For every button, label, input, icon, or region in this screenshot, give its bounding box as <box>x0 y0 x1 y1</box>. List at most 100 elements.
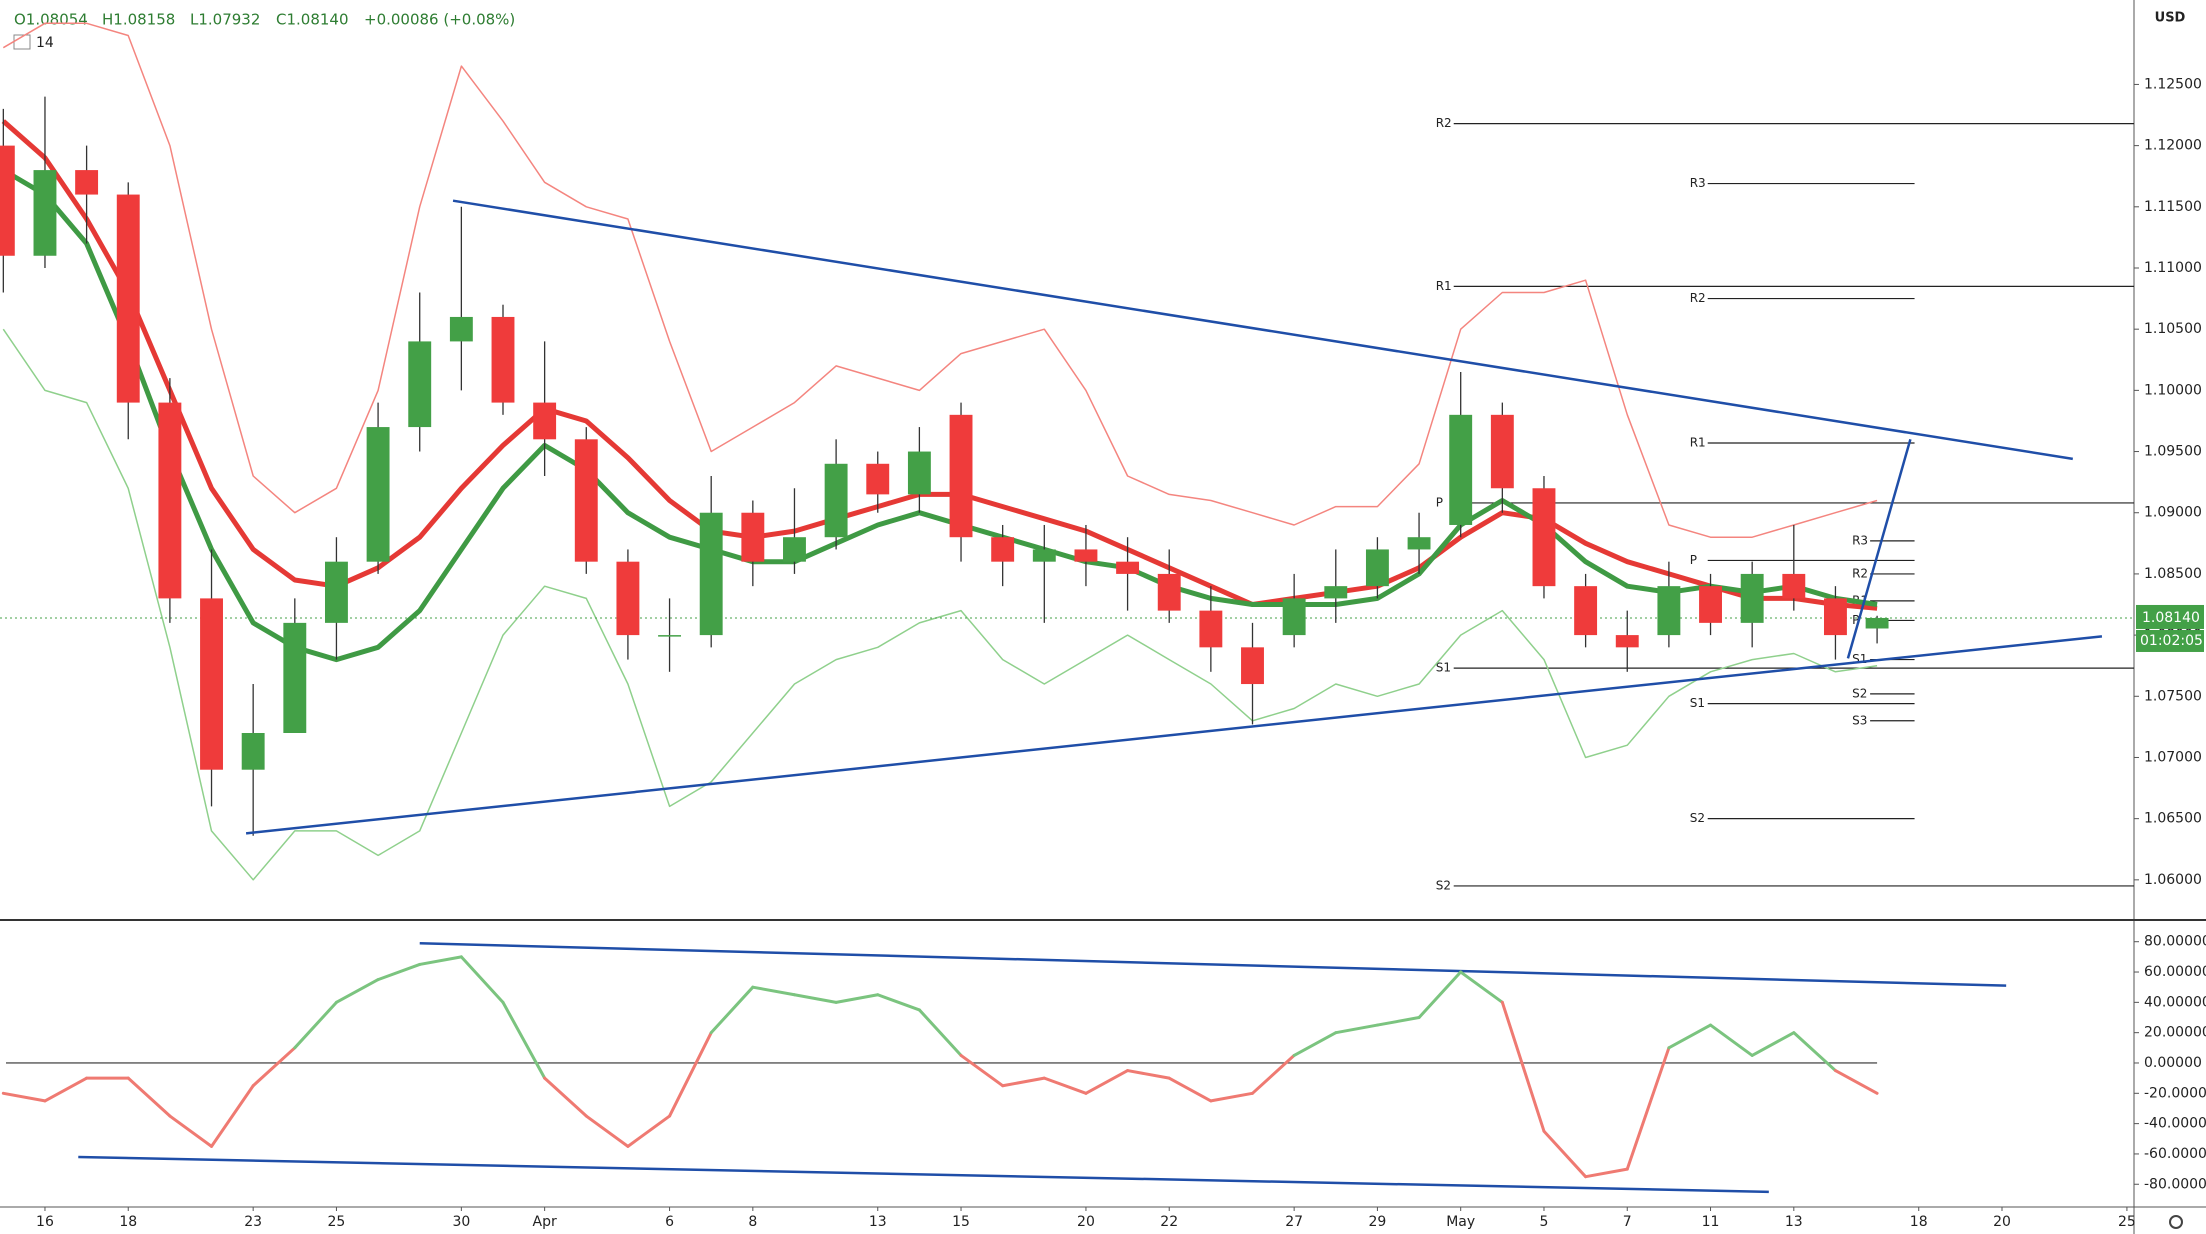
y2-tick-label: -20.00000 <box>2144 1085 2206 1101</box>
x-tick-label: 13 <box>869 1214 887 1230</box>
header-close: C1.08140 <box>276 11 349 29</box>
oscillator-segment <box>1417 970 1463 1020</box>
header-open: O1.08054 <box>14 11 88 29</box>
candle-body <box>658 635 682 637</box>
x-tick-label: 25 <box>328 1214 346 1230</box>
pivot-label: R3 <box>1690 176 1706 190</box>
oscillator-segment <box>293 1000 338 1050</box>
candle-body <box>1490 414 1514 489</box>
oscillator-segment <box>376 962 422 982</box>
y2-tick-label: -80.00000 <box>2144 1176 2206 1192</box>
x-tick-label: 18 <box>1910 1214 1928 1230</box>
trendline <box>1846 438 1912 659</box>
pivot-label: R2 <box>1436 116 1452 130</box>
countdown: 01:02:05 <box>2140 633 2203 649</box>
candle-body <box>783 537 806 562</box>
oscillator-segment <box>168 1114 214 1148</box>
oscillator-segment <box>1667 1023 1713 1050</box>
y2-tick-label: -40.00000 <box>2144 1116 2206 1132</box>
x-tick-label: 5 <box>1540 1214 1549 1230</box>
candle-body <box>1157 573 1181 611</box>
candle-body <box>1324 586 1348 599</box>
pivot-label: S1 <box>1436 661 1451 675</box>
candle-body <box>283 622 307 733</box>
x-tick-label: 6 <box>665 1214 674 1230</box>
candle-body <box>1407 537 1431 550</box>
oscillator-segment <box>501 1000 547 1080</box>
candle-body <box>491 316 515 403</box>
overlay-line <box>2 167 1878 663</box>
oscillator-segment <box>1 1091 47 1103</box>
countdown-box <box>2136 629 2204 652</box>
x-tick-label: 20 <box>1993 1214 2011 1230</box>
y-tick-label: 1.06000 <box>2144 872 2202 888</box>
oscillator-segment <box>126 1076 172 1118</box>
oscillator-segment <box>1292 1031 1338 1057</box>
candle-body <box>991 537 1015 562</box>
oscillator-segment <box>834 993 880 1004</box>
pivot-label: R2 <box>1852 566 1868 580</box>
oscillator-segment <box>1584 1167 1629 1179</box>
pivot-label: S2 <box>1436 878 1451 892</box>
pivot-label: S1 <box>1852 652 1867 666</box>
overlay-line <box>2 328 1878 881</box>
candle-body <box>158 402 182 599</box>
indicator-length: 14 <box>36 35 54 51</box>
x-tick-label: 18 <box>119 1214 137 1230</box>
x-tick-label: 22 <box>1160 1214 1178 1230</box>
oscillator-segment <box>1001 1076 1046 1088</box>
x-tick-label: 30 <box>452 1214 470 1230</box>
candle-body <box>1657 586 1681 636</box>
y-tick-label: 1.07500 <box>2144 688 2202 704</box>
oscillator-trendline <box>78 1155 1769 1194</box>
oscillator-segment <box>959 1053 1005 1088</box>
candle-body <box>1740 573 1764 623</box>
trendline <box>452 199 2073 461</box>
header-change: +0.00086 (+0.08%) <box>364 11 515 29</box>
candle-body <box>741 512 765 562</box>
candle-body <box>366 427 390 562</box>
oscillator-segment <box>251 1046 297 1088</box>
candle-body <box>949 414 973 538</box>
candle-body <box>1449 414 1473 525</box>
settings-button[interactable] <box>2169 1215 2183 1229</box>
x-tick-label: 20 <box>1077 1214 1095 1230</box>
trendline <box>245 635 2103 835</box>
candle-body <box>1365 549 1389 587</box>
oscillator-segment <box>584 1114 630 1148</box>
pivot-label: S1 <box>1690 696 1705 710</box>
candle-body <box>1116 561 1140 574</box>
candle-body <box>408 341 432 428</box>
y2-tick-label: 80.00000 <box>2144 934 2206 950</box>
currency: USD <box>2155 11 2186 26</box>
pivot-label: R1 <box>1690 435 1706 449</box>
candle-body <box>1574 586 1598 636</box>
oscillator-segment <box>1833 1069 1879 1095</box>
oscillator-segment <box>1375 1016 1421 1027</box>
pivot-label: R2 <box>1690 291 1706 305</box>
oscillator-segment <box>1251 1053 1296 1095</box>
candle-body <box>449 316 473 342</box>
pivot-label: R3 <box>1852 533 1868 547</box>
x-tick-label: 11 <box>1702 1214 1720 1230</box>
oscillator-segment <box>668 1031 713 1118</box>
candle-body <box>866 463 890 495</box>
y-tick-label: 1.12000 <box>2144 138 2202 154</box>
y-tick-label: 1.06500 <box>2144 811 2202 827</box>
candle-body <box>533 402 557 440</box>
x-tick-label: Apr <box>533 1214 557 1230</box>
oscillator-segment <box>210 1084 255 1148</box>
oscillator-segment <box>418 955 463 966</box>
candle-body <box>699 512 723 636</box>
oscillator-segment <box>543 1076 588 1118</box>
oscillator-segment <box>626 1114 672 1148</box>
header-low: L1.07932 <box>190 11 260 29</box>
x-tick-label: 7 <box>1623 1214 1632 1230</box>
price-label: 1.08140 <box>2142 610 2200 626</box>
candle-body <box>1241 647 1264 685</box>
candle-body <box>75 170 99 195</box>
candle-body <box>574 439 598 562</box>
pivot-label: S2 <box>1690 811 1705 825</box>
